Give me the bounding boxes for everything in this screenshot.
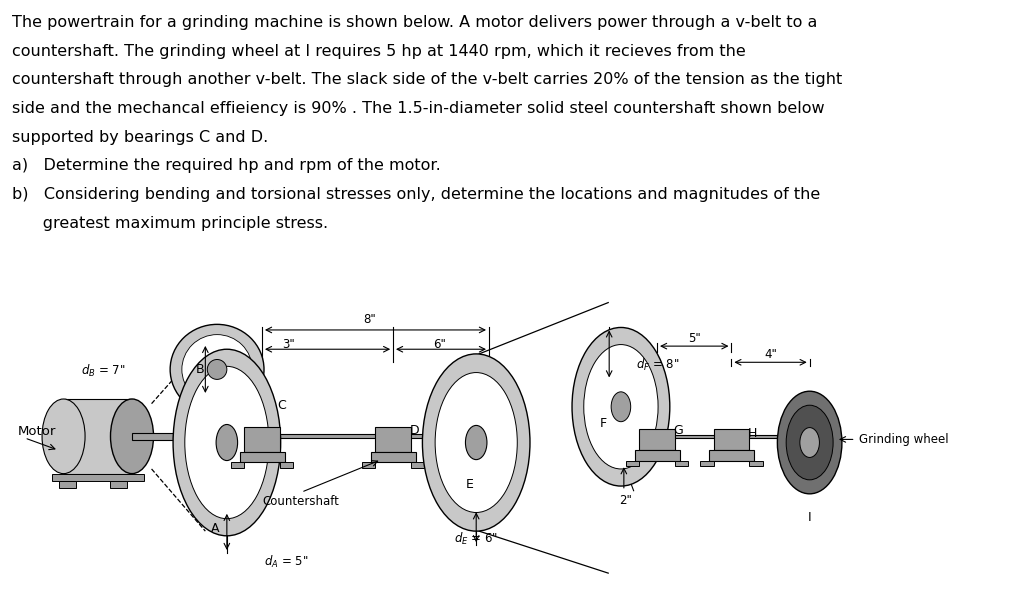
Polygon shape bbox=[635, 450, 680, 460]
Polygon shape bbox=[675, 460, 688, 466]
Text: The powertrain for a grinding machine is shown below. A motor delivers power thr: The powertrain for a grinding machine is… bbox=[11, 15, 817, 30]
Text: supported by bearings C and D.: supported by bearings C and D. bbox=[11, 130, 268, 145]
Polygon shape bbox=[640, 429, 675, 450]
Polygon shape bbox=[52, 474, 143, 481]
Polygon shape bbox=[230, 462, 245, 468]
Ellipse shape bbox=[777, 391, 842, 494]
Text: 3": 3" bbox=[282, 338, 295, 351]
Text: 8": 8" bbox=[364, 313, 376, 326]
Text: countershaft through another v-belt. The slack side of the v-belt carries 20% of: countershaft through another v-belt. The… bbox=[11, 72, 842, 87]
Ellipse shape bbox=[423, 354, 530, 531]
Text: countershaft. The grinding wheel at I requires 5 hp at 1440 rpm, which it reciev: countershaft. The grinding wheel at I re… bbox=[11, 44, 745, 59]
Ellipse shape bbox=[42, 399, 85, 474]
Ellipse shape bbox=[800, 428, 819, 457]
Ellipse shape bbox=[466, 425, 487, 460]
Text: $d_B$ = 7": $d_B$ = 7" bbox=[81, 363, 125, 379]
Polygon shape bbox=[361, 462, 376, 468]
Text: greatest maximum principle stress.: greatest maximum principle stress. bbox=[11, 216, 328, 231]
Polygon shape bbox=[376, 427, 411, 452]
Polygon shape bbox=[280, 462, 293, 468]
Ellipse shape bbox=[184, 367, 269, 518]
Ellipse shape bbox=[216, 425, 238, 460]
Polygon shape bbox=[700, 460, 714, 466]
Polygon shape bbox=[749, 460, 763, 466]
Text: 4": 4" bbox=[764, 348, 777, 361]
Bar bbox=[225, 434, 488, 438]
Polygon shape bbox=[714, 429, 749, 450]
Text: a)   Determine the required hp and rpm of the motor.: a) Determine the required hp and rpm of … bbox=[11, 158, 440, 173]
Text: E: E bbox=[466, 478, 473, 491]
Text: side and the mechancal effieiency is 90% . The 1.5-in-diameter solid steel count: side and the mechancal effieiency is 90%… bbox=[11, 101, 824, 116]
Text: G: G bbox=[674, 423, 683, 437]
Text: 5": 5" bbox=[688, 332, 700, 345]
Text: I: I bbox=[808, 511, 811, 524]
Ellipse shape bbox=[173, 349, 281, 536]
Polygon shape bbox=[63, 399, 132, 474]
Text: $d_F$ = 8": $d_F$ = 8" bbox=[636, 357, 679, 373]
Polygon shape bbox=[709, 450, 754, 460]
Ellipse shape bbox=[182, 335, 252, 404]
Polygon shape bbox=[371, 452, 416, 462]
Text: Motor: Motor bbox=[17, 425, 56, 438]
Ellipse shape bbox=[207, 359, 227, 379]
Ellipse shape bbox=[111, 399, 154, 474]
Text: H: H bbox=[749, 427, 758, 440]
Text: A: A bbox=[211, 521, 219, 535]
Polygon shape bbox=[411, 462, 424, 468]
Bar bbox=[132, 432, 173, 440]
Text: 6": 6" bbox=[433, 338, 446, 351]
Text: $d_A$ = 5": $d_A$ = 5" bbox=[264, 554, 308, 570]
Ellipse shape bbox=[786, 405, 834, 480]
Text: D: D bbox=[410, 423, 420, 437]
Text: $d_E$ = 6": $d_E$ = 6" bbox=[455, 531, 499, 547]
Ellipse shape bbox=[572, 328, 670, 486]
Text: C: C bbox=[278, 399, 286, 411]
Ellipse shape bbox=[584, 344, 658, 469]
Text: 2": 2" bbox=[620, 493, 632, 507]
Text: b)   Considering bending and torsional stresses only, determine the locations an: b) Considering bending and torsional str… bbox=[11, 187, 820, 202]
Ellipse shape bbox=[170, 324, 264, 414]
Text: Countershaft: Countershaft bbox=[263, 495, 340, 508]
Text: F: F bbox=[600, 417, 607, 431]
Polygon shape bbox=[58, 481, 76, 487]
Polygon shape bbox=[110, 481, 127, 487]
Ellipse shape bbox=[435, 373, 517, 512]
Text: B: B bbox=[197, 363, 205, 376]
Bar bbox=[616, 435, 821, 438]
Polygon shape bbox=[626, 460, 640, 466]
Ellipse shape bbox=[611, 392, 631, 422]
Polygon shape bbox=[240, 452, 285, 462]
Polygon shape bbox=[245, 427, 280, 452]
Text: Grinding wheel: Grinding wheel bbox=[858, 433, 948, 446]
